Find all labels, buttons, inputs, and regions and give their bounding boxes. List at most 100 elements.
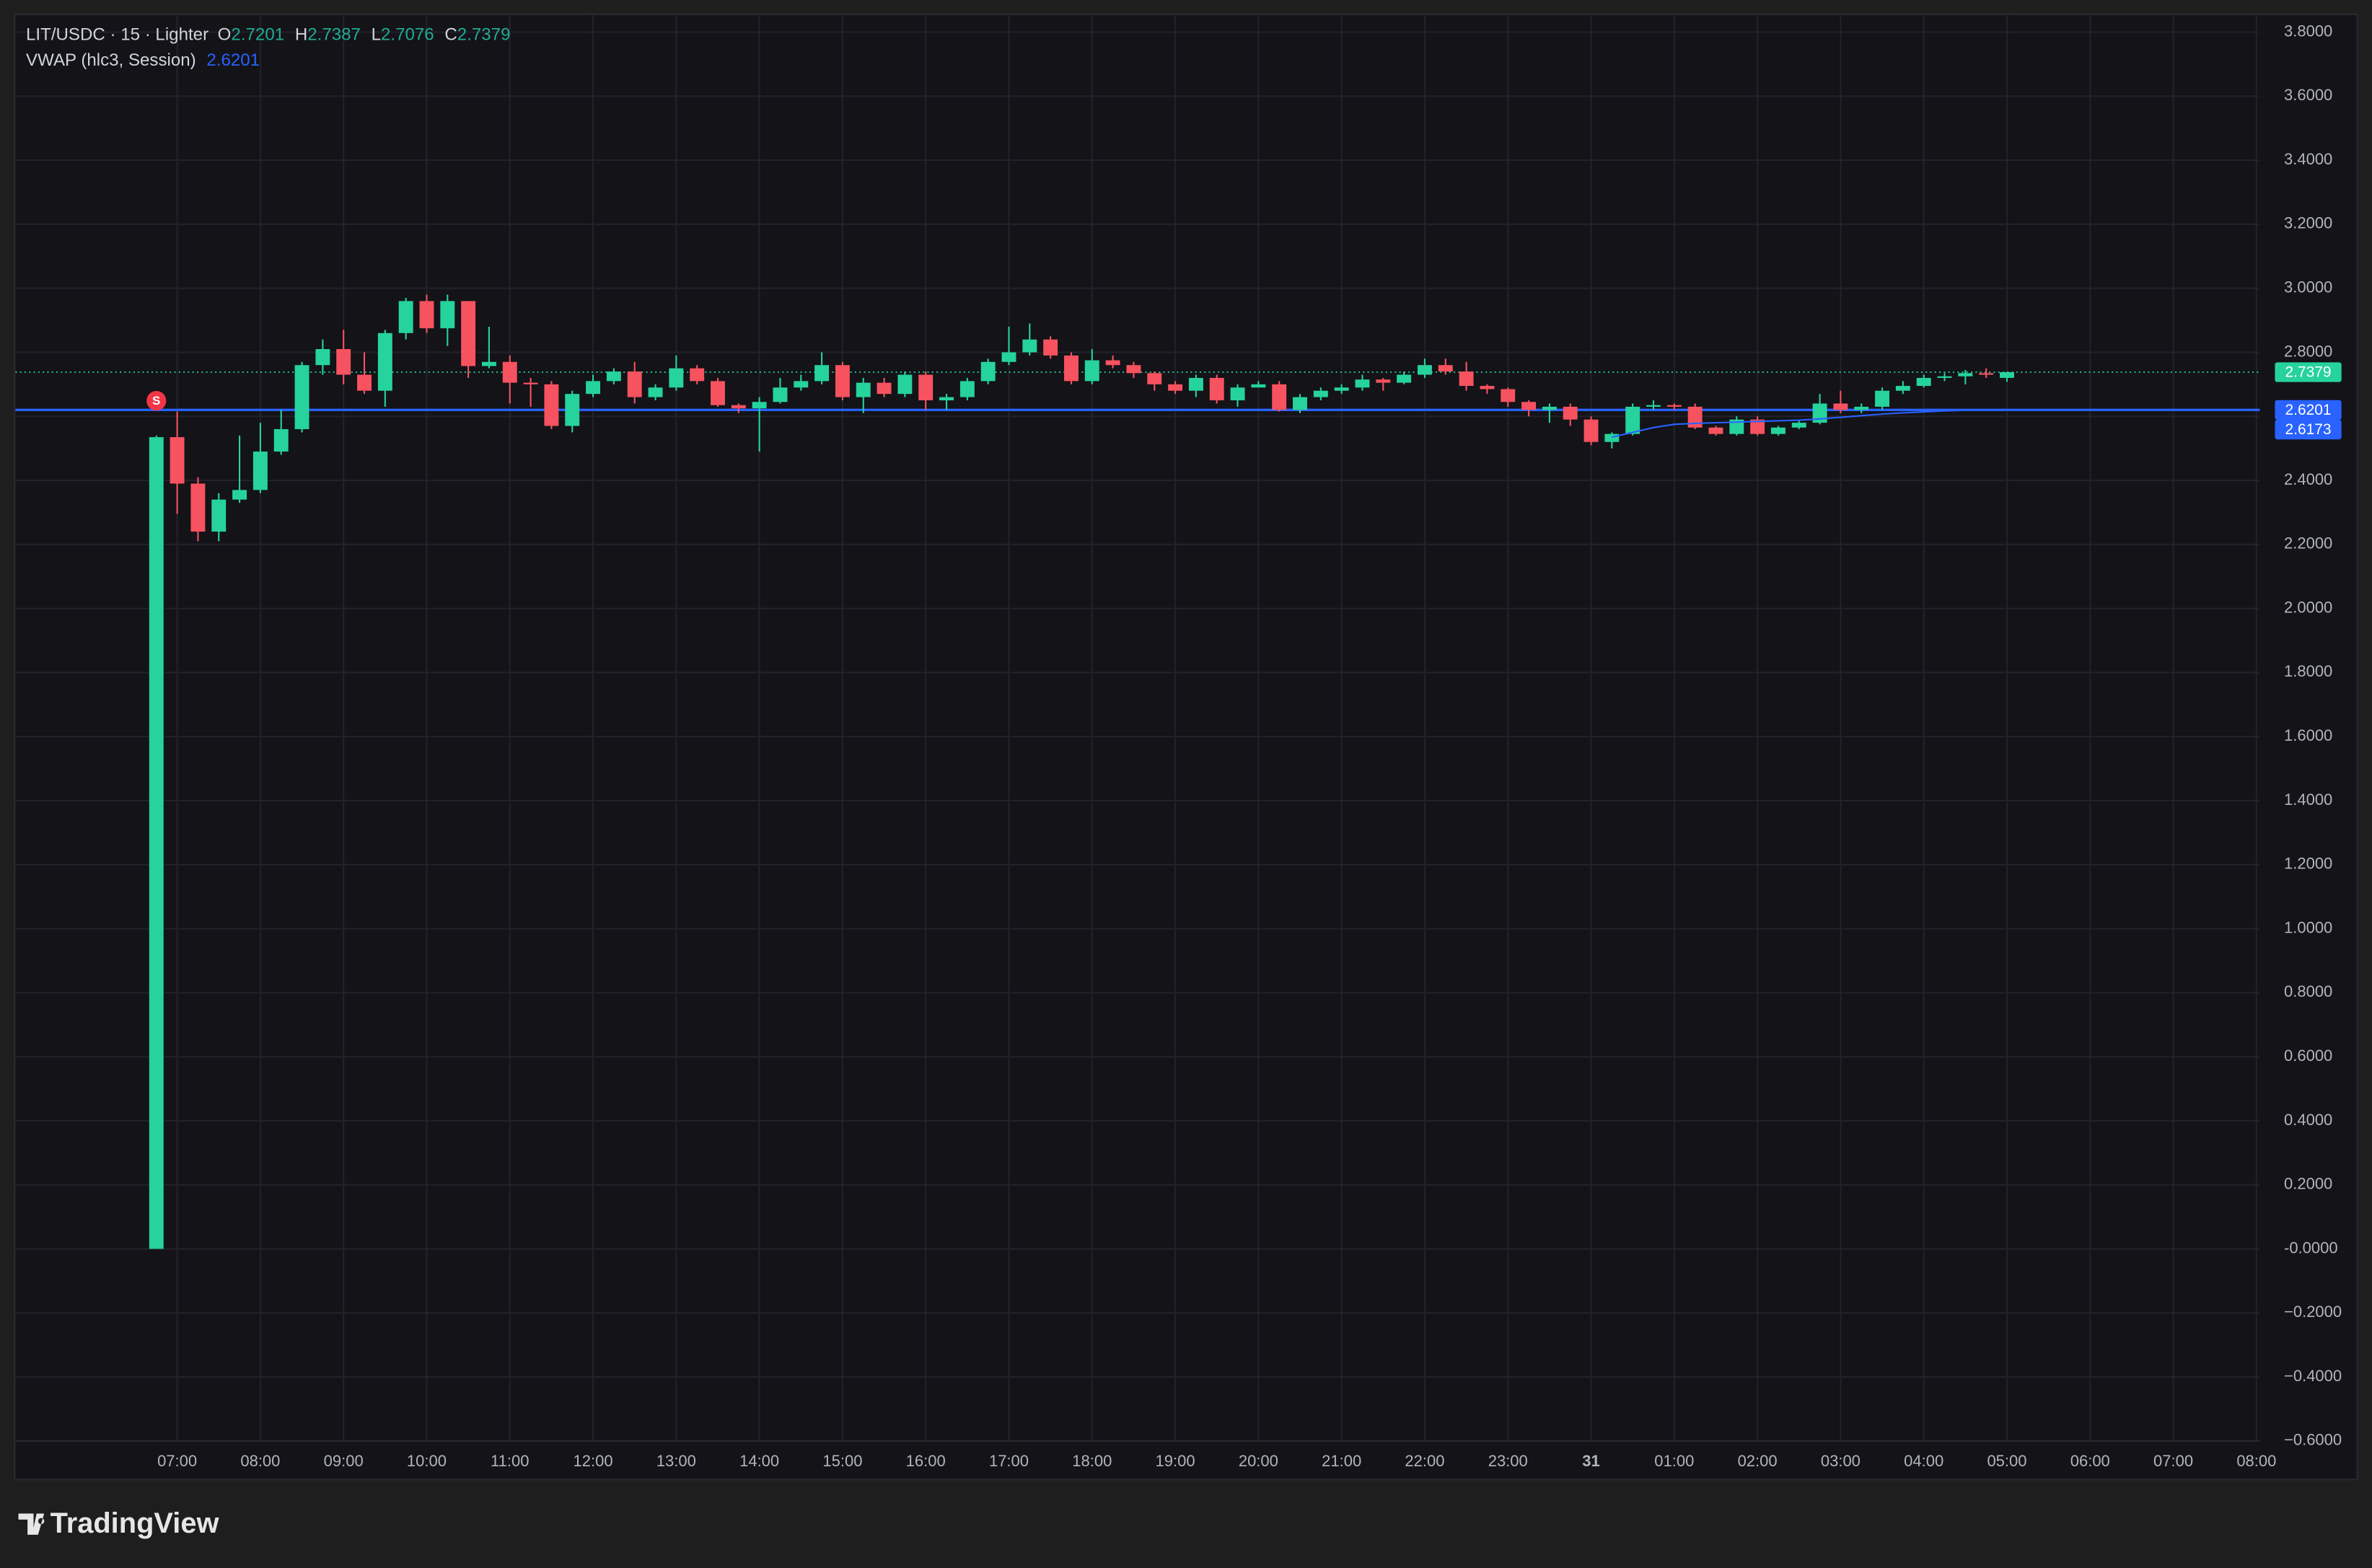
x-tick-label: 14:00 <box>739 1452 779 1470</box>
y-tick-label: -0.0000 <box>2284 1238 2338 1256</box>
y-tick-label: 0.2000 <box>2284 1175 2332 1193</box>
candle-body <box>1417 365 1432 375</box>
candle-body <box>1272 384 1287 410</box>
y-tick-label: 0.8000 <box>2284 982 2332 1000</box>
vwap-line <box>1612 409 2007 439</box>
y-tick-label: 1.4000 <box>2284 790 2332 809</box>
y-tick-label: −0.4000 <box>2284 1367 2342 1385</box>
candle-body <box>544 384 559 426</box>
legend-line: LIT/USDC · 15 · Lighter O2.7201 H2.7387 L2.… <box>26 25 510 45</box>
x-tick-label: 07:00 <box>2153 1452 2193 1470</box>
y-tick-label: 3.8000 <box>2284 22 2332 40</box>
candle-body <box>752 402 767 409</box>
candle-body <box>273 428 289 452</box>
candle-body <box>669 368 684 388</box>
y-tick-label: 2.8000 <box>2284 342 2332 360</box>
candle-body <box>877 382 892 395</box>
candle-body <box>1875 390 1890 407</box>
candle-body <box>1001 352 1016 362</box>
candle-body <box>1646 405 1661 407</box>
x-tick-label: 01:00 <box>1654 1452 1694 1470</box>
candle-body <box>1355 379 1370 388</box>
candle-body <box>1729 419 1744 434</box>
y-tick-label: 0.4000 <box>2284 1111 2332 1129</box>
candle-body <box>856 382 871 397</box>
candle-body <box>1687 406 1703 428</box>
candle-body <box>1147 373 1162 384</box>
candle-body <box>419 301 434 329</box>
candle-body <box>1583 419 1599 442</box>
y-tick-label: 0.6000 <box>2284 1047 2332 1065</box>
candle-body <box>1770 427 1785 434</box>
x-tick-label: 12:00 <box>574 1452 613 1470</box>
candle-body <box>377 332 392 391</box>
candle-body <box>606 371 621 382</box>
chart-panel <box>14 13 2358 1481</box>
y-tick-label: 2.4000 <box>2284 470 2332 488</box>
ohlc-value: 2.7076 <box>381 25 434 45</box>
x-tick-label: 09:00 <box>324 1452 364 1470</box>
x-tick-label: 04:00 <box>1904 1452 1943 1470</box>
candle-body <box>357 374 372 391</box>
logo: TradingView <box>18 1507 220 1539</box>
x-tick-label: 18:00 <box>1072 1452 1112 1470</box>
ohlc-key: H <box>295 25 307 45</box>
candle-body <box>1480 386 1495 389</box>
x-tick-label: 08:00 <box>240 1452 280 1470</box>
candle-body <box>773 387 788 402</box>
candle-body <box>711 381 725 405</box>
candle-body <box>1293 397 1307 410</box>
x-tick-label: 21:00 <box>1322 1452 1361 1470</box>
y-tick-label: 3.0000 <box>2284 278 2332 296</box>
candle-body <box>1397 374 1412 383</box>
x-tick-label: 10:00 <box>407 1452 447 1470</box>
price-label: 2.7379 <box>2285 364 2332 381</box>
candle-body <box>794 381 809 388</box>
candle-body <box>835 365 850 397</box>
ohlc-key: O <box>218 25 232 45</box>
ohlc-key: L <box>372 25 381 45</box>
y-tick-label: 2.0000 <box>2284 598 2332 616</box>
candle-body <box>1459 371 1474 387</box>
candle-body <box>1521 402 1537 410</box>
candle-body <box>939 397 954 401</box>
candle-body <box>1563 406 1578 420</box>
indicator-name: VWAP (hlc3, Session) <box>26 50 196 70</box>
x-tick-label: 11:00 <box>491 1452 529 1470</box>
candle-body <box>918 374 934 401</box>
candle-body <box>1501 389 1516 402</box>
signal-marker <box>146 391 167 411</box>
candle-body <box>336 349 351 375</box>
candle-body <box>315 349 330 366</box>
candle-body <box>690 368 705 382</box>
brand-name: TradingView <box>50 1507 220 1539</box>
candle-body <box>731 405 746 409</box>
x-tick-label: 05:00 <box>1987 1452 2026 1470</box>
candle-body <box>1833 403 1848 410</box>
candle-body <box>1209 377 1224 401</box>
candle-body <box>1854 406 1869 410</box>
legend-line: VWAP (hlc3, Session) 2.6201 <box>26 50 260 70</box>
x-tick-label: 23:00 <box>1488 1452 1528 1470</box>
candle-body <box>980 361 996 382</box>
x-tick-label: 20:00 <box>1239 1452 1278 1470</box>
candle-body <box>959 381 975 397</box>
candle-body <box>1666 405 1682 407</box>
candle-body <box>1084 360 1099 382</box>
candle-body <box>1251 384 1266 388</box>
candle-body <box>1542 406 1557 410</box>
candle-body <box>461 301 476 366</box>
indicator-value: 2.6201 <box>206 50 260 70</box>
y-tick-label: 1.0000 <box>2284 918 2332 936</box>
candle-body <box>1916 377 1931 387</box>
y-tick-label: 2.2000 <box>2284 534 2332 552</box>
candle-body <box>502 361 517 383</box>
candle-body <box>211 499 227 532</box>
candle-body <box>1230 387 1245 401</box>
x-tick-label: 13:00 <box>656 1452 696 1470</box>
candle-body <box>814 365 830 382</box>
candle-body <box>1958 373 1973 376</box>
x-tick-label: 17:00 <box>989 1452 1029 1470</box>
